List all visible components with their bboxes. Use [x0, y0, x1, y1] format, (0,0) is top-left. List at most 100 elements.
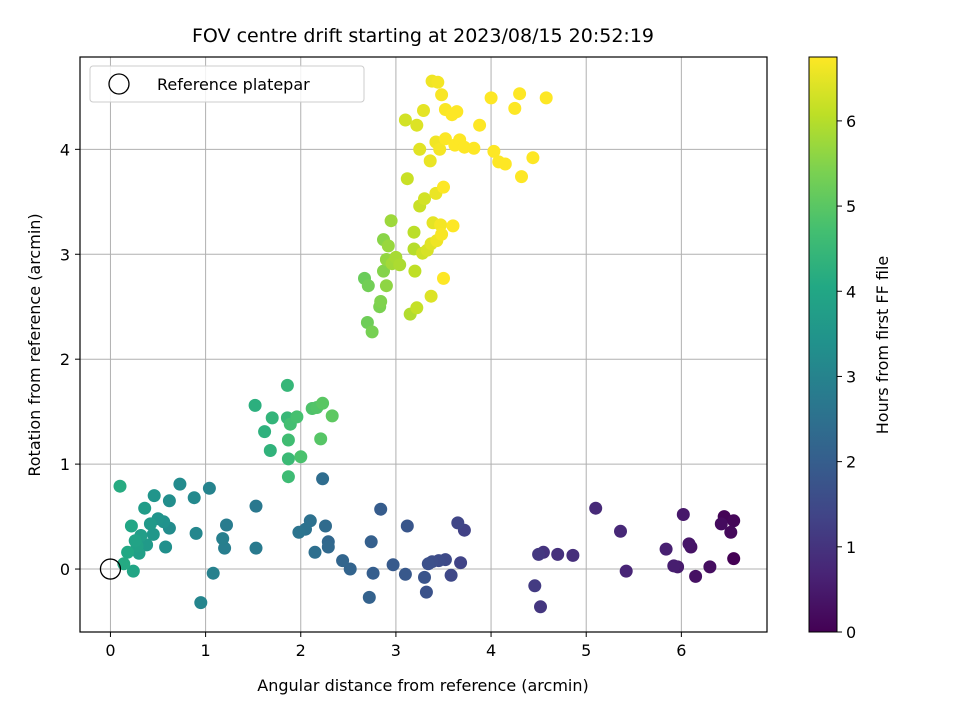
data-points [113, 74, 741, 614]
scatter-point [667, 559, 681, 573]
colorbar: 0 1 2 3 4 5 6 Hours from first FF file [808, 56, 892, 642]
scatter-point [194, 596, 208, 610]
scatter-point [202, 481, 216, 495]
scatter-point [689, 569, 703, 583]
scatter-point [381, 239, 395, 253]
scatter-point [321, 540, 335, 554]
scatter-point [361, 279, 375, 293]
scatter-point [724, 525, 738, 539]
scatter-point [498, 157, 512, 171]
chart-title: FOV centre drift starting at 2023/08/15 … [192, 25, 654, 47]
scatter-point [265, 411, 279, 425]
scatter-point [146, 527, 160, 541]
y-axis-ticks: 0 1 2 3 4 [60, 140, 80, 579]
scatter-point [316, 472, 330, 486]
scatter-point [418, 570, 431, 584]
scatter-point [437, 271, 450, 285]
scatter-point [508, 101, 522, 115]
scatter-point [614, 524, 627, 538]
y-tick-label: 3 [60, 245, 70, 264]
scatter-point [281, 433, 295, 447]
reference-platepar-marker [99, 558, 122, 580]
x-tick-label: 2 [296, 641, 306, 660]
scatter-point [551, 547, 565, 561]
scatter-point [589, 501, 603, 515]
scatter-point [316, 396, 330, 410]
y-axis-label: Rotation from reference (arcmin) [25, 213, 44, 476]
scatter-point [437, 180, 450, 194]
scatter-point [206, 566, 220, 580]
scatter-point [113, 479, 127, 493]
x-tick-label: 3 [391, 641, 401, 660]
scatter-point [258, 425, 272, 439]
scatter-point [418, 192, 431, 206]
x-tick-label: 6 [676, 641, 686, 660]
scatter-point [566, 548, 580, 562]
scatter-point [336, 554, 350, 568]
scatter-point [143, 517, 157, 531]
scatter-point [450, 105, 464, 119]
scatter-point [424, 289, 438, 303]
scatter-point [444, 568, 458, 582]
scatter-point [325, 409, 339, 423]
scatter-point [446, 219, 460, 233]
x-tick-label: 4 [486, 641, 496, 660]
colorbar-tick-label: 0 [846, 623, 856, 642]
y-tick-label: 4 [60, 140, 70, 159]
scatter-point [410, 301, 424, 315]
scatter-point [431, 75, 445, 89]
scatter-point [435, 88, 449, 102]
scatter-point [366, 566, 380, 580]
scatter-point [417, 104, 430, 117]
scatter-point [410, 118, 424, 132]
scatter-point [451, 516, 465, 530]
scatter-point [435, 227, 449, 241]
scatter-point [682, 537, 696, 551]
scatter-point [393, 258, 407, 272]
colorbar-gradient [808, 56, 838, 633]
scatter-point [457, 140, 471, 154]
x-tick-label: 1 [201, 641, 211, 660]
scatter-point [248, 398, 262, 412]
scatter-point [534, 600, 547, 614]
scatter-point [434, 218, 448, 232]
colorbar-tick-label: 3 [846, 367, 856, 386]
scatter-point [365, 325, 379, 339]
scatter-point [124, 519, 138, 533]
colorbar-tick-label: 1 [846, 538, 856, 557]
y-tick-label: 1 [60, 455, 70, 474]
plot-frame [79, 56, 768, 633]
scatter-point [727, 552, 741, 566]
legend-box [89, 65, 365, 103]
scatter-point [343, 562, 357, 576]
legend: Reference platepar [89, 65, 365, 103]
scatter-point [423, 154, 437, 168]
scatter-point [220, 518, 233, 532]
scatter-point [386, 558, 400, 572]
scatter-point [384, 214, 398, 228]
scatter-point [467, 141, 481, 155]
scatter-point [121, 545, 135, 559]
scatter-point [473, 118, 487, 132]
legend-entry-reference: Reference platepar [157, 75, 310, 94]
scatter-point [454, 556, 468, 570]
scatter-point [526, 151, 540, 165]
scatter-point [314, 432, 328, 446]
y-tick-label: 0 [60, 560, 70, 579]
x-axis-label: Angular distance from reference (arcmin) [257, 676, 588, 695]
scatter-point [676, 508, 690, 521]
colorbar-label: Hours from first FF file [873, 256, 892, 435]
scatter-point [281, 452, 295, 466]
scatter-point [249, 541, 263, 555]
scatter-point [374, 502, 388, 516]
colorbar-tick-label: 5 [846, 197, 856, 216]
scatter-point [619, 564, 633, 578]
scatter-point [249, 499, 263, 513]
scatter-point [433, 142, 447, 156]
scatter-point [659, 542, 673, 556]
y-tick-label: 2 [60, 350, 70, 369]
scatter-point [138, 501, 152, 515]
colorbar-tick-label: 4 [846, 282, 856, 301]
scatter-point [308, 545, 322, 559]
